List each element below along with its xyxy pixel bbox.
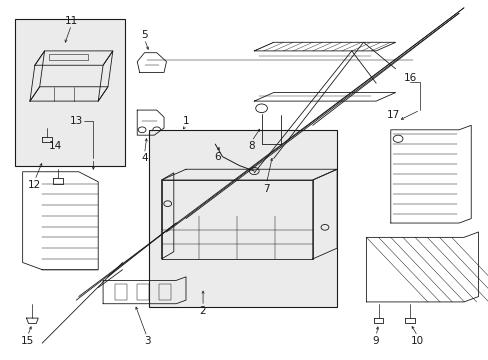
Text: 3: 3: [143, 336, 150, 346]
Text: 8: 8: [248, 141, 255, 151]
Text: 9: 9: [372, 336, 379, 346]
Bar: [159, 284, 171, 300]
Text: 1: 1: [183, 116, 189, 126]
Text: 13: 13: [69, 116, 83, 126]
Text: 10: 10: [410, 336, 423, 346]
Text: 14: 14: [49, 141, 62, 151]
Text: 6: 6: [214, 152, 221, 162]
Text: 12: 12: [28, 180, 41, 190]
Bar: [15, 19, 125, 166]
Bar: [137, 284, 149, 300]
Text: 7: 7: [263, 184, 269, 194]
Text: 5: 5: [141, 30, 147, 40]
Bar: [49, 54, 88, 60]
Bar: [115, 284, 127, 300]
Text: 15: 15: [21, 336, 34, 346]
Text: 4: 4: [141, 153, 147, 163]
Text: 11: 11: [64, 16, 78, 26]
Bar: [149, 130, 336, 307]
Text: 17: 17: [386, 111, 399, 121]
Text: 16: 16: [403, 73, 416, 83]
Text: 2: 2: [199, 306, 206, 316]
